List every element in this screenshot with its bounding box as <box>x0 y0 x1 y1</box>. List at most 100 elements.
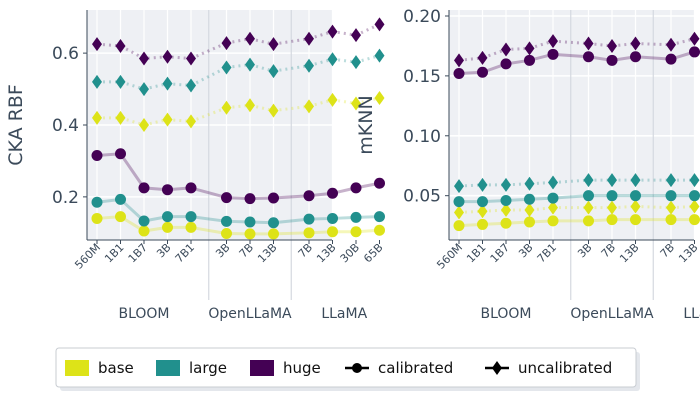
data-point-base-uncalibrated <box>162 112 173 127</box>
data-point-huge-uncalibrated <box>304 31 314 46</box>
data-point-base-calibrated <box>630 214 641 226</box>
series-line-large-uncalibrated <box>226 63 274 73</box>
data-point-large-calibrated <box>583 190 594 202</box>
y-tick-label: 0.15 <box>403 67 441 87</box>
data-point-large-uncalibrated <box>583 173 594 188</box>
data-point-base-calibrated <box>162 221 173 233</box>
x-group-label: OpenLLaMA <box>570 306 654 322</box>
x-tick-label: 560M <box>434 241 465 272</box>
data-point-base-uncalibrated <box>607 200 617 215</box>
data-point-large-calibrated <box>303 213 315 225</box>
x-tick-label: 13B <box>255 241 279 265</box>
legend: base large huge calibrated uncalibrated <box>55 347 640 391</box>
data-point-large-calibrated <box>185 211 197 223</box>
data-point-huge-calibrated <box>350 182 362 194</box>
data-point-huge-calibrated <box>374 177 385 189</box>
data-point-base-uncalibrated <box>245 98 255 113</box>
data-point-large-calibrated <box>350 211 362 223</box>
data-point-large-calibrated <box>689 190 700 202</box>
series-line-base-uncalibrated <box>226 103 274 113</box>
series-line-huge-calibrated <box>670 50 700 61</box>
data-point-large-calibrated <box>665 190 677 202</box>
data-point-base-uncalibrated <box>268 103 279 118</box>
data-point-large-calibrated <box>244 216 256 228</box>
data-point-base-uncalibrated <box>327 92 338 107</box>
x-tick-label: 7B1 <box>535 241 559 265</box>
legend-label-calibrated: calibrated <box>378 359 453 377</box>
legend-swatch-base <box>65 360 89 376</box>
data-point-base-uncalibrated <box>524 203 535 218</box>
data-point-large-calibrated <box>162 211 173 223</box>
data-point-huge-uncalibrated <box>268 37 279 52</box>
series-connector <box>190 225 227 236</box>
data-point-base-uncalibrated <box>501 203 511 218</box>
data-point-base-calibrated <box>547 215 559 227</box>
data-point-large-uncalibrated <box>524 176 535 191</box>
data-point-large-uncalibrated <box>607 173 617 188</box>
data-point-base-calibrated <box>115 211 126 223</box>
series-connector <box>273 231 310 236</box>
data-point-base-calibrated <box>583 215 594 227</box>
y-tick-label: 0.05 <box>403 187 441 207</box>
series-line-large-uncalibrated <box>308 54 380 68</box>
data-point-huge-uncalibrated <box>583 36 594 51</box>
data-point-huge-uncalibrated <box>221 36 232 51</box>
data-point-large-calibrated <box>268 217 279 229</box>
data-point-base-uncalibrated <box>304 99 314 114</box>
data-point-huge-calibrated <box>500 58 512 70</box>
data-point-huge-uncalibrated <box>351 28 361 43</box>
data-point-large-uncalibrated <box>630 173 641 188</box>
data-point-large-uncalibrated <box>115 74 126 89</box>
data-point-huge-calibrated <box>524 54 535 66</box>
data-point-base-uncalibrated <box>454 205 464 220</box>
series-line-base-uncalibrated <box>458 206 554 214</box>
x-tick-label: 1B7 <box>488 241 512 265</box>
data-point-base-calibrated <box>138 225 150 237</box>
data-point-huge-uncalibrated <box>666 37 676 52</box>
series-connector <box>273 217 310 225</box>
data-point-huge-uncalibrated <box>186 51 196 66</box>
data-point-huge-calibrated <box>221 192 232 204</box>
data-point-base-uncalibrated <box>630 199 641 214</box>
data-point-base-uncalibrated <box>583 200 594 215</box>
data-point-base-uncalibrated <box>351 96 361 111</box>
series-connector <box>190 41 228 60</box>
series-line-large-calibrated <box>671 194 700 198</box>
data-point-huge-uncalibrated <box>162 49 173 64</box>
data-point-base-calibrated <box>477 218 488 230</box>
data-point-base-calibrated <box>374 224 385 236</box>
data-point-base-uncalibrated <box>186 114 196 129</box>
legend-label-uncalibrated: uncalibrated <box>518 359 612 377</box>
data-point-huge-calibrated <box>268 192 279 204</box>
x-tick-label: 1B1 <box>102 241 126 265</box>
data-point-base-calibrated <box>500 217 512 229</box>
data-point-base-calibrated <box>268 228 279 240</box>
y-tick-label: 0.4 <box>52 116 79 136</box>
series-connector <box>190 66 228 87</box>
data-point-large-calibrated <box>374 211 385 223</box>
data-point-large-uncalibrated <box>454 179 464 194</box>
series-line-base-uncalibrated <box>308 96 380 108</box>
data-point-large-calibrated <box>91 196 103 208</box>
y-tick-label: 0.2 <box>52 188 79 208</box>
y-axis-label: CKA RBF <box>5 84 27 166</box>
data-point-large-calibrated <box>606 190 618 202</box>
data-point-huge-calibrated <box>138 182 150 194</box>
data-point-huge-calibrated <box>244 193 256 205</box>
data-point-huge-calibrated <box>91 150 103 162</box>
data-point-base-calibrated <box>185 221 197 233</box>
data-point-base-calibrated <box>327 226 338 238</box>
data-point-huge-uncalibrated <box>92 37 102 52</box>
x-tick-label: 3B <box>575 241 594 260</box>
data-point-huge-calibrated <box>115 148 126 160</box>
data-point-large-uncalibrated <box>666 173 676 188</box>
x-tick-label: 65B <box>361 241 385 265</box>
data-point-base-calibrated <box>244 228 256 240</box>
data-point-large-uncalibrated <box>245 57 255 72</box>
data-point-base-calibrated <box>221 228 232 240</box>
x-tick-label: 7B <box>658 241 677 260</box>
data-point-huge-uncalibrated <box>245 31 255 46</box>
data-point-huge-calibrated <box>630 51 641 63</box>
